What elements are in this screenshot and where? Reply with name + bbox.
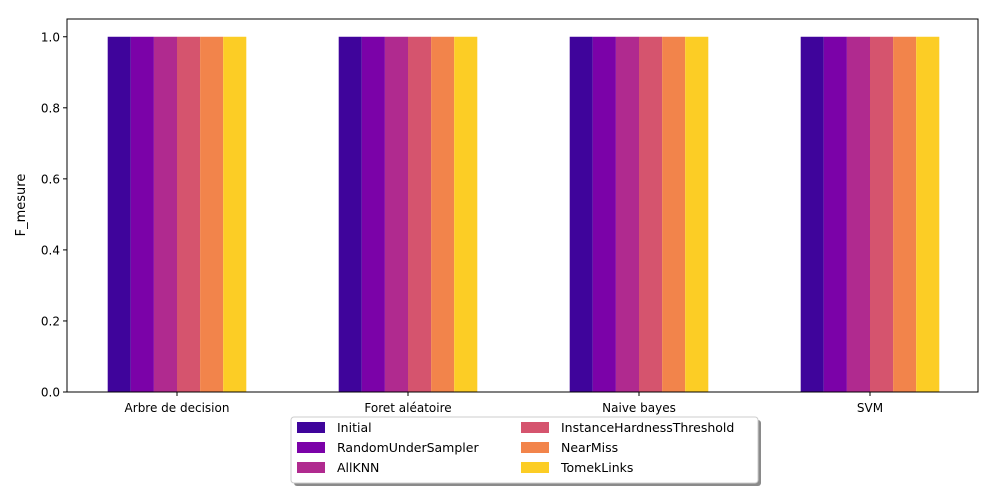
legend-label: Initial (337, 420, 372, 435)
bar-randomundersampler-3 (823, 36, 847, 393)
y-tick-label: 0.4 (41, 243, 60, 257)
bar-tomeklinks-1 (454, 36, 478, 393)
x-tick-label: Naive bayes (602, 401, 676, 415)
bar-nearmiss-3 (893, 36, 917, 393)
bar-tomeklinks-0 (223, 36, 247, 393)
bar-initial-2 (569, 36, 593, 393)
legend-swatch-nearmiss (521, 442, 549, 453)
bar-randomundersampler-1 (361, 36, 385, 393)
y-tick-label: 0.6 (41, 172, 60, 186)
bar-initial-0 (107, 36, 131, 393)
x-tick-label: Arbre de decision (125, 401, 230, 415)
x-tick-label: SVM (857, 401, 883, 415)
y-tick-label: 0.2 (41, 314, 60, 328)
bar-randomundersampler-2 (592, 36, 616, 393)
legend: Initial RandomUnderSampler AllKNN InstanceH… (290, 416, 761, 486)
bar-instancehardnessthreshold-3 (870, 36, 894, 393)
legend-swatch-initial (297, 422, 325, 433)
plot-frame (66, 18, 979, 393)
y-axis: 0.0 0.2 0.4 0.6 0.8 1.0 (41, 30, 67, 400)
legend-swatch-tomeklinks (521, 462, 549, 473)
bar-allknn-1 (384, 36, 408, 393)
bar-initial-3 (800, 36, 824, 393)
legend-label: AllKNN (337, 460, 379, 475)
y-axis-label: F_mesure (14, 174, 29, 237)
bar-instancehardnessthreshold-0 (177, 36, 201, 393)
y-tick-label: 1.0 (41, 30, 60, 44)
bar-allknn-0 (153, 36, 177, 393)
legend-swatch-allknn (297, 462, 325, 473)
bar-nearmiss-2 (662, 36, 686, 393)
bars-layer (107, 36, 940, 393)
legend-label: InstanceHardnessThreshold (561, 420, 734, 435)
y-tick-label: 0.8 (41, 101, 60, 115)
x-tick-label: Foret aléatoire (364, 401, 451, 415)
bar-instancehardnessthreshold-2 (639, 36, 663, 393)
bar-nearmiss-0 (200, 36, 224, 393)
bar-randomundersampler-0 (130, 36, 154, 393)
bar-instancehardnessthreshold-1 (408, 36, 432, 393)
bar-nearmiss-1 (431, 36, 455, 393)
bar-allknn-3 (846, 36, 870, 393)
legend-swatch-instancehardnessthreshold (521, 422, 549, 433)
bar-tomeklinks-2 (685, 36, 709, 393)
legend-swatch-randomundersampler (297, 442, 325, 453)
legend-label: NearMiss (561, 440, 618, 455)
bar-initial-1 (338, 36, 362, 393)
x-axis: Arbre de decision Foret aléatoire Naive ba… (125, 392, 883, 415)
bar-tomeklinks-3 (916, 36, 940, 393)
legend-label: TomekLinks (560, 460, 633, 475)
bar-allknn-2 (615, 36, 639, 393)
y-tick-label: 0.0 (41, 386, 60, 400)
legend-label: RandomUnderSampler (337, 440, 479, 455)
